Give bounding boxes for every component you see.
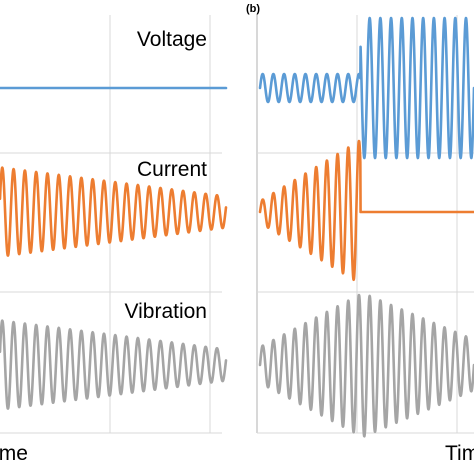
panel-a-row-label-voltage: Voltage: [137, 28, 207, 51]
panel-b-current-series: [258, 139, 474, 282]
panel-b-tag: (b): [246, 3, 260, 15]
panel-b-vibration-series: [258, 293, 474, 438]
panel-a-row-label-current: Current: [137, 158, 207, 181]
panel-b-xlabel: Time: [445, 442, 474, 465]
panel-a-vibration-series: [0, 319, 228, 410]
panel-a-row-label-vibration: Vibration: [124, 300, 207, 323]
panel-a-xlabel: Time: [0, 442, 28, 465]
panel-b-plot: (b) Time: [246, 3, 474, 465]
panel-b-voltage-series: [258, 16, 474, 160]
panel-a-plot: Voltage Current Vibration Time: [0, 15, 228, 465]
panel-a-current-series: [0, 166, 228, 257]
